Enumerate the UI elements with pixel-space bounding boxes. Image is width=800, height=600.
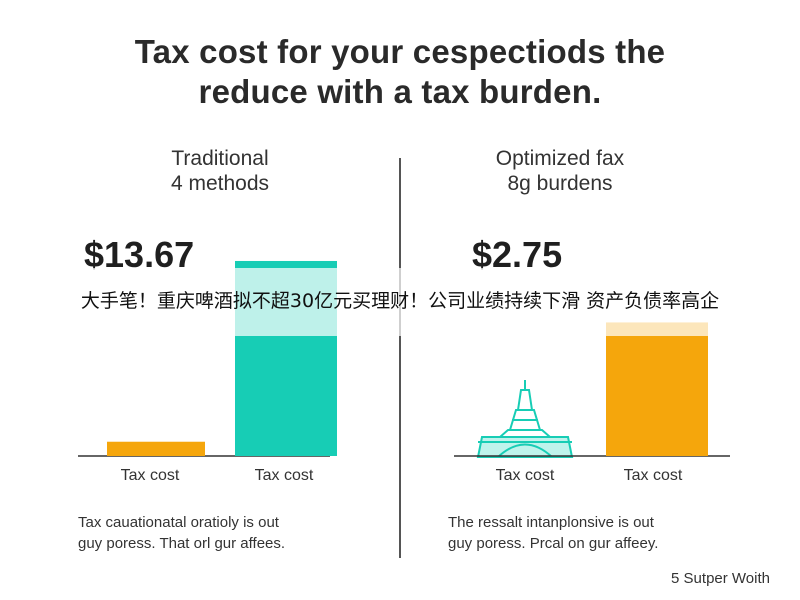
right-bar-chart: Tax cost Tax cost [454, 322, 730, 484]
right-caption-line-1: The ressalt intanplonsive is out [448, 514, 654, 531]
footer-text: 5 Sutper Woith [671, 570, 770, 587]
right-heading-line-2: 8g burdens [507, 172, 613, 195]
right-caption: The ressalt intanplonsive is out guy por… [448, 512, 658, 554]
left-caption-line-1: Tax cauationatal oratioly is out [78, 514, 279, 531]
eiffel-tower-icon [476, 380, 574, 458]
left-panel: Traditional 4 methods $13.67 Tax cost Tax… [0, 142, 400, 562]
left-panel-heading: Traditional 4 methods [100, 146, 340, 196]
left-caption: Tax cauationatal oratioly is out guy por… [78, 512, 285, 554]
x-tick-label: Tax cost [496, 467, 555, 484]
news-banner-text[interactable]: 大手笔！重庆啤酒拟不超30亿元买理财！公司业绩持续下滑 资产负债率高企 [80, 290, 720, 312]
chart-title: Tax cost for your cespectiods the reduce… [40, 32, 760, 112]
news-banner-overlay [0, 268, 800, 336]
bar-2 [606, 322, 708, 456]
bar-1 [107, 441, 205, 456]
right-heading-line-1: Optimized fax [495, 147, 625, 170]
right-panel: Optimized fax 8g burdens $2.75 Tax cost T… [400, 142, 800, 562]
x-tick-label: Tax cost [255, 467, 314, 484]
left-heading-line-1: Traditional [171, 147, 269, 170]
right-panel-heading: Optimized fax 8g burdens [430, 146, 690, 196]
title-line-2: reduce with a tax burden. [198, 73, 602, 110]
left-caption-line-2: guy poress. That orl gur affees. [78, 535, 286, 552]
right-caption-line-2: guy poress. Prcal on gur affeey. [448, 535, 659, 552]
title-line-1: Tax cost for your cespectiods the [134, 33, 666, 70]
panel-divider [399, 158, 401, 558]
x-tick-label: Tax cost [121, 467, 180, 484]
x-tick-label: Tax cost [624, 467, 683, 484]
left-heading-line-2: 4 methods [170, 172, 270, 195]
